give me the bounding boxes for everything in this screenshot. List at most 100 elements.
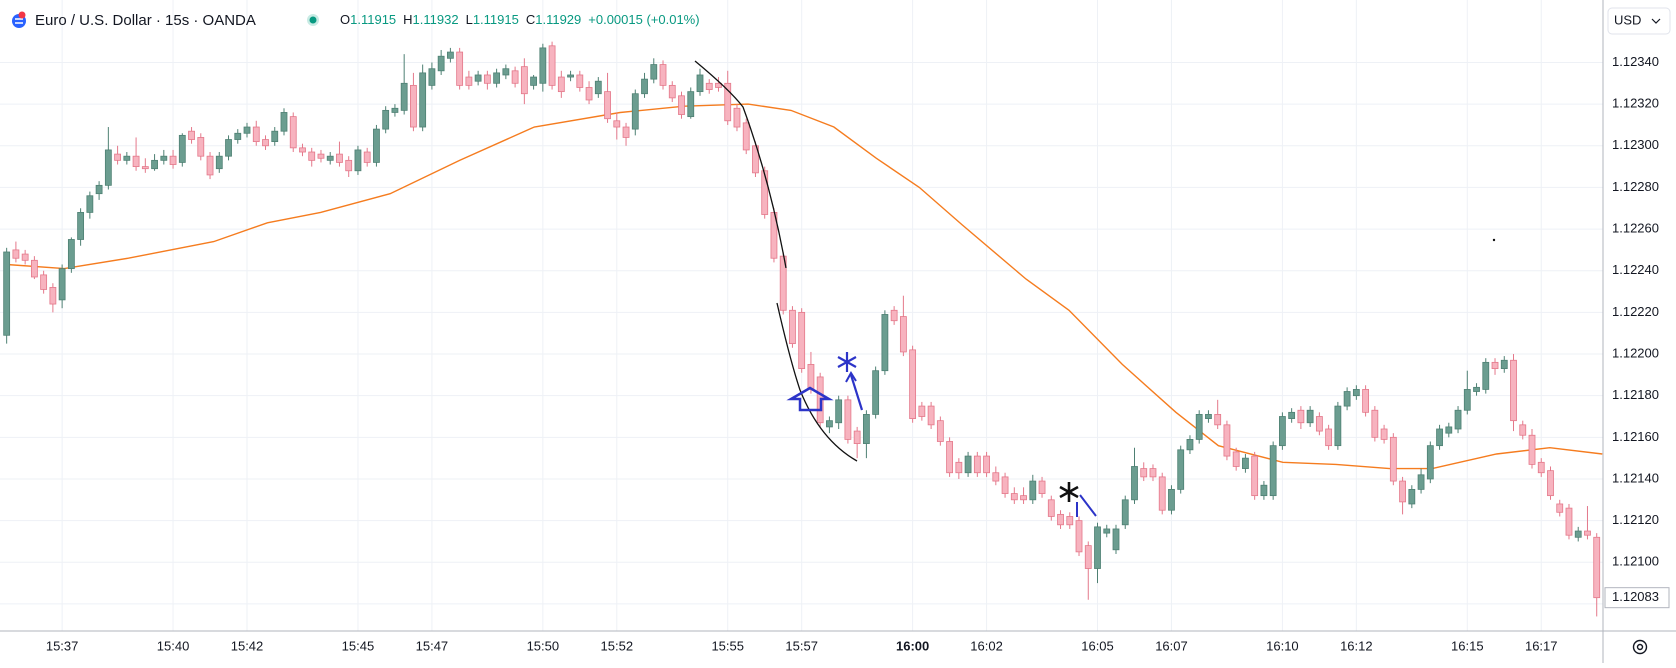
candle-body (58, 268, 66, 301)
candle-body (1584, 530, 1591, 536)
candle-body (1510, 359, 1517, 422)
y-tick-label: 1.12220 (1612, 304, 1659, 319)
candle-body (520, 66, 528, 95)
arrow-line (1079, 494, 1097, 517)
candle-body (280, 112, 288, 132)
x-tick-label: 16:15 (1451, 638, 1484, 653)
candle-body (1482, 361, 1490, 390)
candle-body (197, 137, 205, 157)
candle-body (715, 82, 722, 88)
candle-body (400, 82, 408, 111)
candle-body (668, 84, 676, 99)
candle-body (899, 316, 907, 353)
x-tick-label: 15:57 (785, 638, 818, 653)
legend-label: H (403, 12, 412, 27)
x-tick-label: 15:55 (711, 638, 744, 653)
candle-body (419, 72, 427, 128)
candle-body (918, 405, 926, 417)
candle-body (1242, 457, 1249, 469)
legend-label: C (526, 12, 535, 27)
x-tick-label: 15:50 (527, 638, 560, 653)
x-tick-label: 16:05 (1081, 638, 1114, 653)
candle-body (1251, 455, 1259, 497)
symbol-icon (12, 11, 26, 28)
candle-body (539, 47, 547, 84)
candle-body (1519, 424, 1527, 436)
candle-body (1205, 414, 1212, 419)
up-arrow (786, 386, 834, 412)
candle-body (428, 68, 436, 86)
candle-body (49, 286, 57, 305)
candle-body (30, 259, 38, 278)
candle-body (169, 155, 177, 165)
candle-body (752, 145, 759, 174)
candle-body (1177, 449, 1185, 490)
currency[interactable]: USD (1614, 12, 1641, 27)
candle-body (1315, 416, 1323, 432)
y-tick-label: 1.12340 (1612, 54, 1659, 69)
y-tick-label: 1.12100 (1612, 554, 1659, 569)
candle-body (576, 74, 584, 88)
legend-value: 1.11929 (535, 12, 581, 27)
candle-body (1195, 414, 1203, 440)
candle-body (1168, 488, 1175, 511)
candle-body (946, 441, 953, 474)
candle-body (1593, 536, 1601, 599)
candle-body (1445, 426, 1453, 434)
candle-body (807, 364, 815, 390)
candle-body (1297, 409, 1305, 424)
candle-body (890, 309, 898, 322)
candle-body (678, 95, 685, 115)
candle-body (511, 70, 519, 84)
candle-body (1103, 528, 1111, 534)
asterisk (837, 352, 857, 372)
asterisk (1059, 482, 1079, 502)
ohlc-legend: O1.11915 H1.11932 L1.11915 C1.11929 +0.00015… (340, 12, 700, 27)
candle-body (206, 155, 214, 176)
candle-body (104, 149, 112, 186)
annotations (694, 60, 1496, 517)
candle-body (1537, 461, 1545, 474)
y-tick-label: 1.12320 (1612, 96, 1659, 111)
y-tick-label: 1.12280 (1612, 179, 1659, 194)
candle-body (243, 126, 251, 134)
candle-body (262, 139, 269, 147)
candle-body (160, 155, 168, 161)
x-tick-label: 16:10 (1266, 638, 1299, 653)
candle-body (789, 309, 796, 345)
trend-curve (776, 302, 858, 462)
candle-body (188, 130, 195, 140)
settings-icon[interactable] (1632, 639, 1648, 655)
dropdown-icon[interactable] (1651, 18, 1661, 24)
last-price-label: 1.12083 (1612, 589, 1659, 604)
candle-body (835, 399, 843, 424)
candle-body (631, 93, 639, 130)
candle-body (548, 45, 556, 86)
x-tick-label: 15:42 (231, 638, 264, 653)
candle-body (1279, 416, 1286, 447)
legend-value: 1.11932 (413, 12, 459, 27)
candle-body (1306, 409, 1314, 424)
candle-body (1131, 466, 1138, 501)
candle-body (132, 155, 140, 168)
candle-body (983, 455, 990, 474)
candle-body (622, 126, 630, 138)
candle-body (659, 64, 667, 86)
candle-body (881, 314, 889, 372)
legend-value: 1.11915 (473, 12, 519, 27)
y-tick-label: 1.12260 (1612, 221, 1659, 236)
candle-body (973, 455, 981, 474)
y-tick-label: 1.12200 (1612, 345, 1659, 360)
candle-body (853, 430, 861, 444)
candle-body (530, 76, 537, 86)
candle-body (1389, 436, 1397, 482)
candle-body (1047, 499, 1055, 517)
dot (1492, 238, 1496, 242)
currency-button[interactable] (1607, 7, 1671, 35)
y-tick-label: 1.12140 (1612, 470, 1659, 485)
candle-body (1269, 445, 1277, 497)
candle-body (964, 455, 972, 474)
candle-body (363, 151, 371, 163)
